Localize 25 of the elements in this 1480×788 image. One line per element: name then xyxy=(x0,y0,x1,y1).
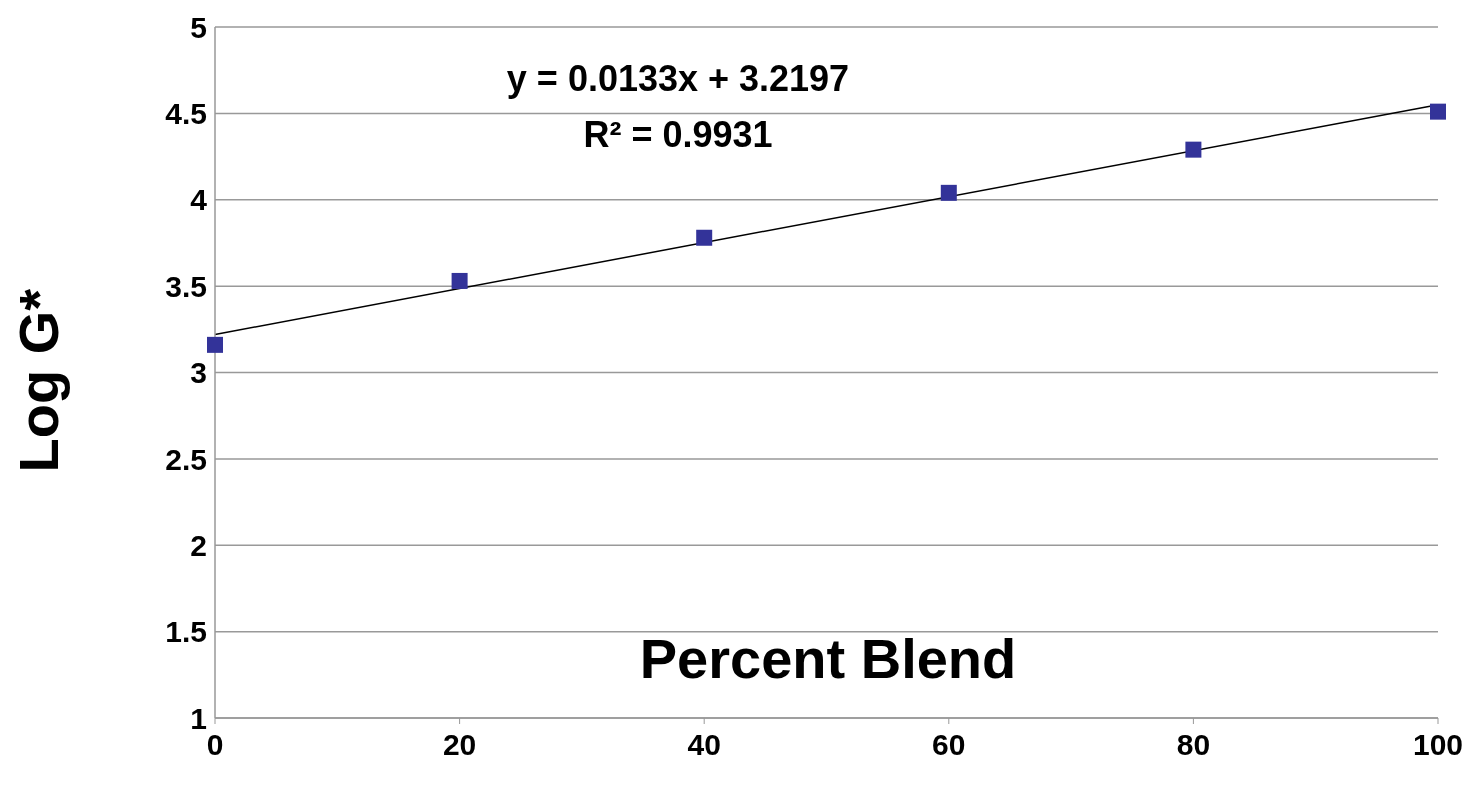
annotation: y = 0.0133x + 3.2197 xyxy=(505,58,851,100)
annotation: R² = 0.9931 xyxy=(582,114,774,156)
point xyxy=(1185,141,1202,158)
y-tick-label: 2.5 xyxy=(165,442,207,476)
x-tick-label: 20 xyxy=(442,728,477,762)
y-tick-label: 3.5 xyxy=(165,269,207,303)
y-tick-label: 2 xyxy=(190,528,207,562)
point xyxy=(451,272,468,289)
x-tick-label: 80 xyxy=(1176,728,1211,762)
point xyxy=(696,229,713,246)
y-tick-label: 4 xyxy=(190,183,208,217)
x-axis-title: Percent Blend xyxy=(638,626,1018,691)
y-tick-label: 3 xyxy=(190,356,207,390)
y-tick-label: 1 xyxy=(190,701,207,735)
point xyxy=(940,184,957,201)
y-axis-title: Log G* xyxy=(6,288,70,473)
y-tick-label: 5 xyxy=(190,10,207,44)
y-tick-label: 4.5 xyxy=(165,97,207,131)
point xyxy=(1430,103,1446,120)
x-tick-label: 60 xyxy=(932,728,966,762)
x-tick-label: 0 xyxy=(206,728,224,762)
point xyxy=(207,336,223,353)
x-tick-label: 100 xyxy=(1412,728,1464,762)
y-tick-label: 1.5 xyxy=(165,615,207,649)
x-tick-label: 40 xyxy=(687,728,721,762)
